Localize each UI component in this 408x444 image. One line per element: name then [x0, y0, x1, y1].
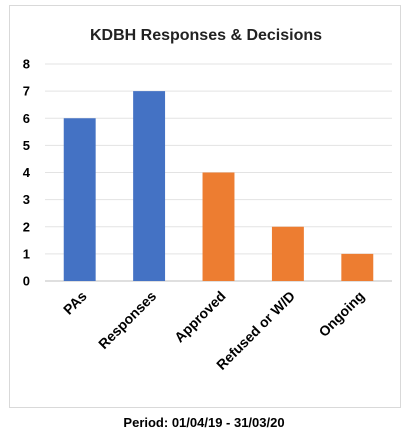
- y-axis-ticks: 0 1 2 3 4 5 6 7 8: [23, 57, 31, 289]
- y-tick-label: 2: [23, 219, 30, 234]
- chart-frame: KDBH Responses & Decisions 0 1 2 3 4 5 6 7 8 PAs…: [9, 5, 401, 408]
- bar-chart: KDBH Responses & Decisions 0 1 2 3 4 5 6 7 8 PAs…: [23, 27, 392, 373]
- period-caption: Period: 01/04/19 - 31/03/20: [123, 415, 285, 430]
- bar-pas: [63, 118, 96, 281]
- y-tick-label: 3: [23, 192, 30, 207]
- y-tick-label: 6: [23, 111, 30, 126]
- y-tick-label: 5: [23, 138, 30, 153]
- bar-responses: [133, 91, 166, 281]
- y-tick-label: 4: [23, 165, 31, 180]
- bars: [63, 91, 374, 281]
- x-category-label: PAs: [60, 288, 90, 318]
- chart-title: KDBH Responses & Decisions: [90, 27, 322, 44]
- y-tick-label: 7: [23, 84, 30, 99]
- bar-ongoing: [341, 253, 374, 281]
- x-category-label: Ongoing: [315, 288, 367, 340]
- y-tick-label: 0: [23, 274, 30, 289]
- x-category-label: Approved: [171, 288, 229, 346]
- bar-approved: [202, 172, 235, 281]
- y-tick-label: 8: [23, 57, 30, 72]
- x-category-label: Responses: [95, 288, 159, 352]
- bar-refused-or-w-d: [271, 226, 304, 281]
- y-tick-label: 1: [23, 246, 30, 261]
